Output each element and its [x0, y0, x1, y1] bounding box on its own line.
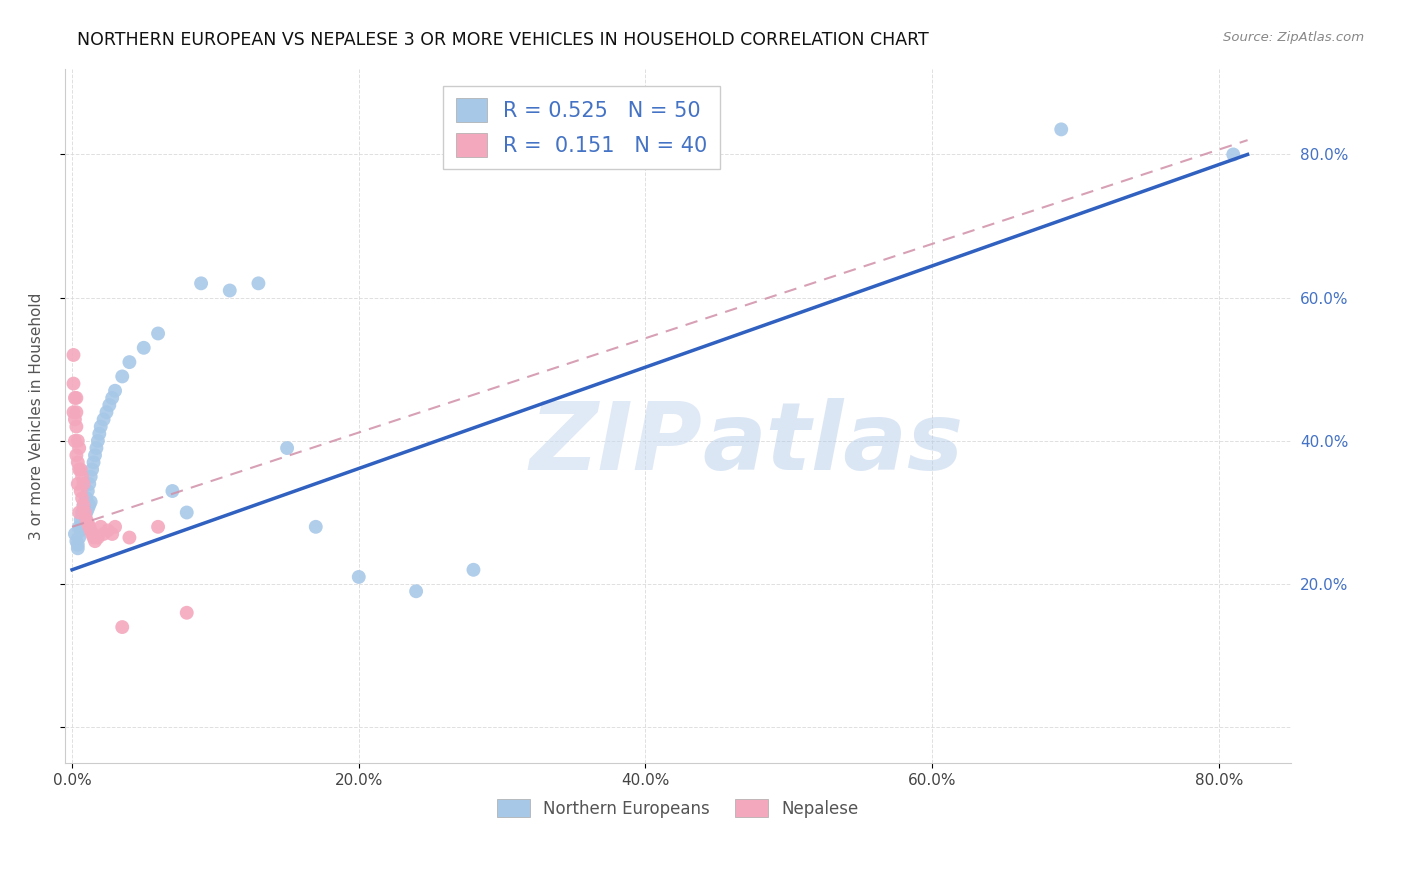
Point: [63, 527, 86, 541]
Point: [63, 434, 86, 448]
Point: [66, 434, 89, 448]
Point: [75, 513, 97, 527]
Point: [70, 491, 93, 505]
Point: [75, 506, 97, 520]
Point: [72, 499, 94, 513]
Point: [73, 506, 96, 520]
Point: [405, 584, 427, 599]
Point: [63, 412, 86, 426]
Point: [162, 483, 184, 498]
Point: [82, 527, 104, 541]
Point: [101, 391, 124, 405]
Point: [276, 441, 298, 455]
Point: [70, 516, 93, 531]
Point: [347, 570, 370, 584]
Point: [65, 448, 87, 462]
Point: [80, 469, 103, 483]
Point: [1050, 122, 1073, 136]
Point: [72, 499, 94, 513]
Point: [67, 441, 90, 455]
Point: [218, 284, 240, 298]
Point: [70, 506, 93, 520]
Text: Source: ZipAtlas.com: Source: ZipAtlas.com: [1223, 31, 1364, 45]
Point: [93, 527, 115, 541]
Point: [90, 419, 112, 434]
Point: [463, 563, 485, 577]
Point: [1222, 147, 1244, 161]
Point: [73, 509, 96, 524]
Point: [96, 405, 118, 419]
Point: [75, 491, 97, 505]
Point: [176, 606, 198, 620]
Point: [65, 391, 87, 405]
Point: [67, 531, 90, 545]
Point: [69, 462, 91, 476]
Point: [65, 405, 87, 419]
Point: [82, 462, 104, 476]
Point: [62, 348, 84, 362]
Point: [72, 513, 94, 527]
Point: [101, 527, 124, 541]
Point: [87, 434, 110, 448]
Point: [83, 531, 105, 545]
Point: [77, 499, 100, 513]
Point: [66, 455, 89, 469]
Point: [69, 483, 91, 498]
Point: [67, 506, 90, 520]
Point: [77, 476, 100, 491]
Point: [76, 502, 98, 516]
Text: ZIP: ZIP: [530, 398, 702, 490]
Point: [90, 520, 112, 534]
Point: [97, 524, 120, 538]
Point: [190, 277, 212, 291]
Point: [84, 448, 107, 462]
Point: [70, 469, 93, 483]
Point: [98, 398, 121, 412]
Point: [69, 524, 91, 538]
Point: [80, 495, 103, 509]
Point: [176, 506, 198, 520]
Point: [66, 541, 89, 556]
Point: [83, 455, 105, 469]
Point: [146, 326, 169, 341]
Y-axis label: 3 or more Vehicles in Household: 3 or more Vehicles in Household: [30, 293, 44, 540]
Point: [72, 476, 94, 491]
Legend: Northern Europeans, Nepalese: Northern Europeans, Nepalese: [489, 793, 866, 824]
Point: [87, 531, 110, 545]
Point: [86, 441, 108, 455]
Point: [69, 513, 91, 527]
Point: [89, 426, 111, 441]
Point: [118, 531, 141, 545]
Text: atlas: atlas: [702, 398, 963, 490]
Point: [62, 376, 84, 391]
Point: [66, 476, 89, 491]
Point: [84, 534, 107, 549]
Point: [104, 520, 127, 534]
Point: [67, 520, 90, 534]
Point: [76, 483, 98, 498]
Point: [80, 524, 103, 538]
Point: [65, 534, 87, 549]
Point: [132, 341, 155, 355]
Point: [62, 405, 84, 419]
Point: [111, 620, 134, 634]
Point: [67, 462, 90, 476]
Point: [66, 538, 89, 552]
Point: [305, 520, 328, 534]
Point: [111, 369, 134, 384]
Point: [77, 520, 100, 534]
Point: [63, 391, 86, 405]
Point: [73, 495, 96, 509]
Point: [118, 355, 141, 369]
Point: [65, 419, 87, 434]
Text: NORTHERN EUROPEAN VS NEPALESE 3 OR MORE VEHICLES IN HOUSEHOLD CORRELATION CHART: NORTHERN EUROPEAN VS NEPALESE 3 OR MORE …: [77, 31, 929, 49]
Point: [93, 412, 115, 426]
Point: [76, 516, 98, 531]
Point: [146, 520, 169, 534]
Point: [247, 277, 270, 291]
Point: [104, 384, 127, 398]
